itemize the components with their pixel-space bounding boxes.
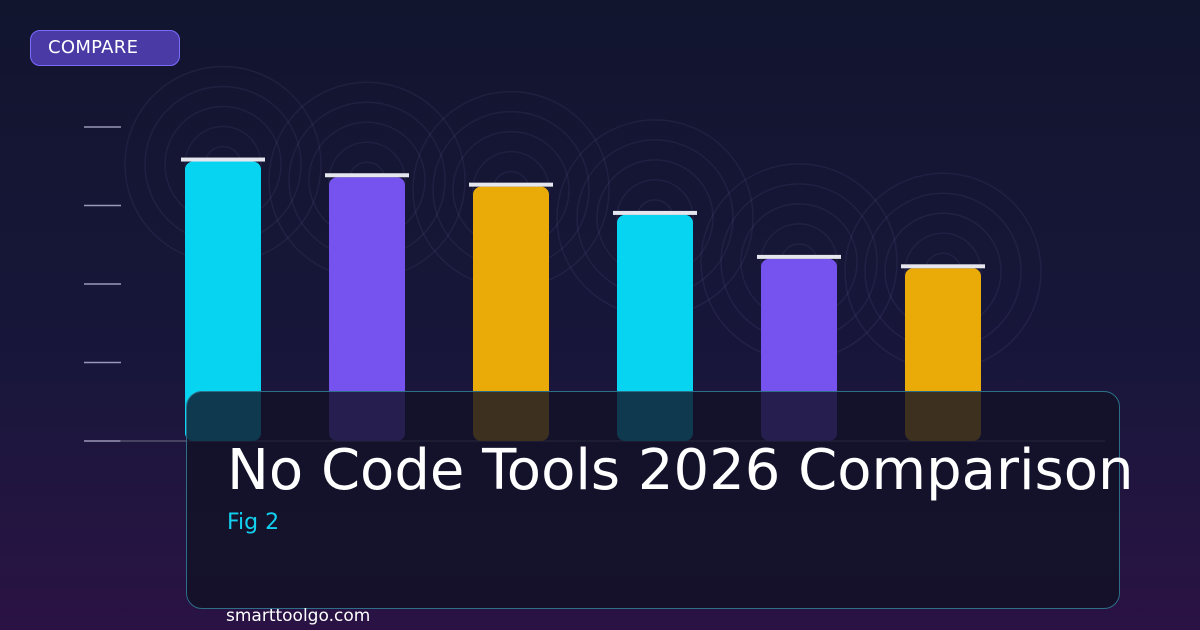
- bar: [329, 177, 405, 442]
- title-panel: No Code Tools 2026 Comparison Fig 2: [186, 391, 1133, 609]
- bar-cap: [901, 264, 985, 269]
- decorative-rings: [124, 65, 1042, 371]
- page-title: No Code Tools 2026 Comparison: [227, 438, 1134, 503]
- bar: [185, 161, 261, 442]
- bar-cap: [325, 173, 409, 178]
- bar-cap: [181, 157, 265, 162]
- bar-cap: [613, 210, 697, 215]
- compare-badge: COMPARE: [30, 30, 180, 66]
- bar: [617, 214, 693, 441]
- bar: [473, 186, 549, 441]
- bar-cap: [757, 254, 841, 259]
- site-footer-link[interactable]: smarttoolgo.com: [226, 606, 371, 626]
- figure-subtitle: Fig 2: [227, 510, 280, 535]
- y-axis-ticks: [84, 126, 121, 442]
- bar-cap: [469, 182, 553, 187]
